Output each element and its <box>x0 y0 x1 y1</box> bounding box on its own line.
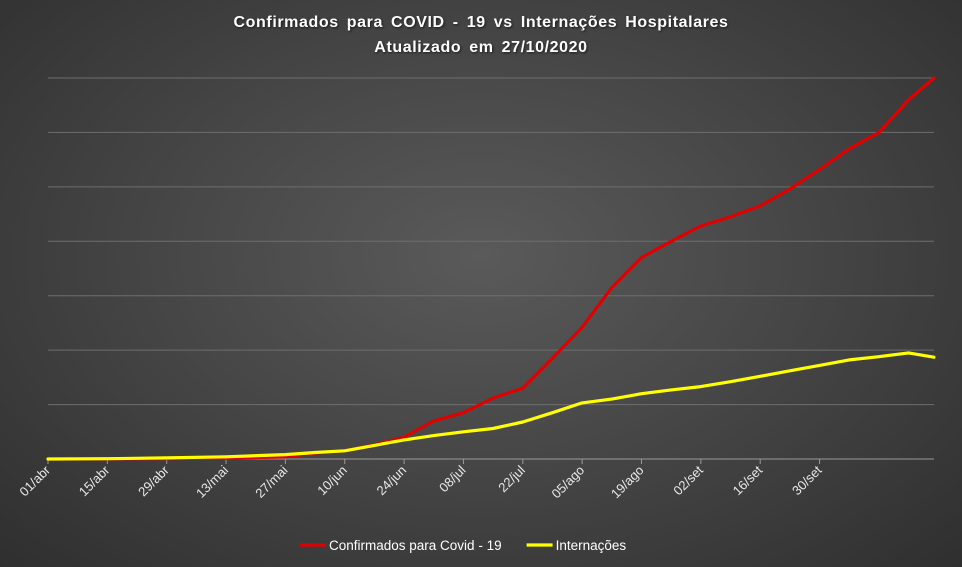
x-tick-label: 05/ago <box>549 463 588 502</box>
chart-subtitle: Atualizado em 27/10/2020 <box>374 39 588 56</box>
x-tick-label: 01/abr <box>16 462 53 499</box>
x-tick-label: 02/set <box>670 462 706 498</box>
x-tick-label: 10/jun <box>314 463 350 499</box>
x-tick-label: 16/set <box>730 462 766 498</box>
x-tick-label: 13/mai <box>193 462 231 500</box>
series-layer <box>46 76 936 461</box>
legend: Confirmados para Covid - 19 Internações <box>300 538 626 553</box>
x-tick-label: 27/mai <box>252 462 290 500</box>
legend-label: Confirmados para Covid - 19 <box>329 538 502 553</box>
series-line-confirmados <box>46 76 936 461</box>
x-tick-label: 15/abr <box>76 462 113 499</box>
x-tick-label: 08/jul <box>436 462 469 495</box>
x-tick-label: 30/set <box>789 462 825 498</box>
x-tick-label: 19/ago <box>608 463 647 502</box>
chart-title: Confirmados para COVID - 19 vs Internaçõ… <box>233 14 729 31</box>
grid-layer <box>48 77 934 406</box>
x-tick-label: 22/jul <box>495 462 528 495</box>
legend-label: Internações <box>556 538 627 553</box>
series-line-internacoes <box>46 351 936 461</box>
x-axis: 01/abr 15/abr 29/abr 13/mai 27/mai 10/jun 24/j… <box>16 458 934 502</box>
chart-title-block: Confirmados para COVID - 19 vs Internaçõ… <box>0 10 962 60</box>
x-tick-label: 29/abr <box>135 462 172 499</box>
x-tick-label: 24/jun <box>374 463 410 499</box>
